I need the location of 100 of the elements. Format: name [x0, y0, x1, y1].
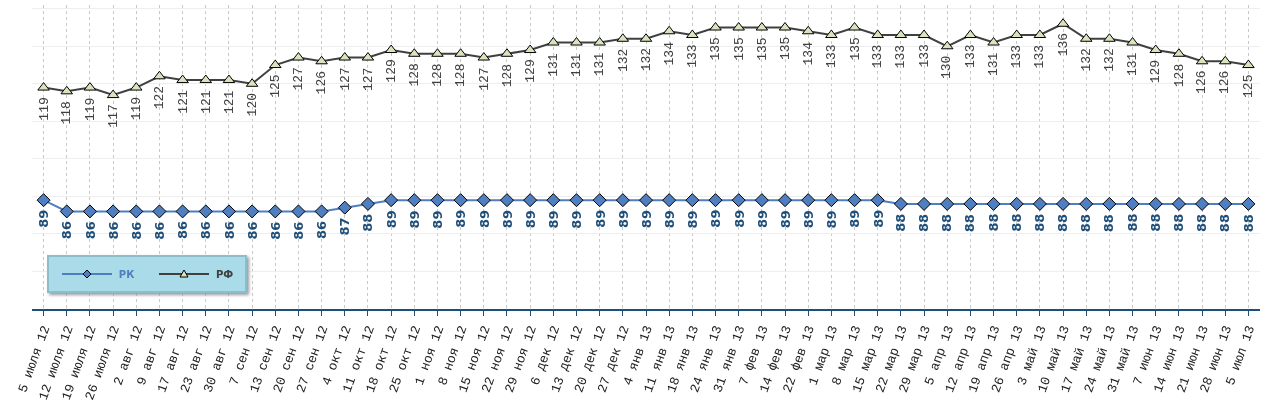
- data-label: 120: [244, 93, 260, 117]
- point: [198, 204, 213, 219]
- point: [36, 193, 51, 208]
- point: [708, 193, 723, 208]
- point: [917, 196, 932, 211]
- data-label: 128: [407, 63, 423, 87]
- point: [476, 193, 491, 208]
- data-label: 86: [59, 221, 75, 240]
- data-label: 132: [1078, 48, 1094, 72]
- data-label: 89: [569, 210, 585, 229]
- legend-label: РФ: [215, 268, 234, 280]
- point: [1171, 196, 1186, 211]
- data-label: 89: [754, 209, 770, 229]
- data-label: 89: [662, 210, 678, 229]
- data-label: 86: [267, 221, 283, 240]
- data-label: 88: [892, 213, 908, 232]
- data-label: 131: [545, 53, 561, 77]
- point: [662, 193, 677, 208]
- data-label: 88: [1147, 213, 1163, 232]
- point: [1125, 196, 1140, 211]
- data-label: 89: [870, 209, 886, 228]
- point: [59, 204, 74, 219]
- data-label: 86: [82, 221, 98, 240]
- point: [1102, 196, 1117, 211]
- data-label: 127: [291, 67, 307, 91]
- data-label: 89: [638, 210, 654, 229]
- point: [221, 204, 236, 219]
- data-label: 88: [939, 214, 955, 233]
- data-label: 88: [916, 213, 932, 232]
- data-label: 129: [522, 59, 538, 83]
- point: [847, 193, 862, 208]
- point: [1195, 196, 1210, 211]
- data-label: 131: [592, 52, 608, 77]
- data-label: 126: [1217, 70, 1233, 95]
- data-label: 86: [221, 221, 237, 240]
- data-label: 89: [407, 210, 423, 229]
- data-label: 130: [939, 55, 955, 79]
- point: [499, 193, 514, 208]
- point: [314, 204, 329, 219]
- data-label: 127: [476, 67, 492, 91]
- data-label: 88: [1078, 214, 1094, 233]
- data-label: 127: [360, 67, 376, 91]
- point: [1218, 196, 1233, 211]
- data-label: 89: [453, 209, 469, 228]
- data-label: 88: [360, 213, 376, 232]
- data-label: 88: [1008, 213, 1024, 232]
- data-label: 86: [105, 221, 121, 240]
- point: [360, 196, 375, 211]
- data-label: 89: [731, 209, 747, 228]
- point: [963, 196, 978, 211]
- data-label: 87: [337, 217, 353, 236]
- point: [1032, 196, 1047, 211]
- point: [1009, 196, 1024, 211]
- data-label: 133: [1009, 44, 1025, 69]
- point: [268, 204, 283, 219]
- data-label: 121: [175, 90, 191, 114]
- point: [546, 193, 561, 208]
- data-label: 126: [313, 71, 329, 95]
- point: [106, 204, 121, 219]
- data-label: 128: [499, 63, 515, 88]
- point: [1056, 196, 1071, 211]
- point: [986, 196, 1001, 211]
- point: [615, 193, 630, 208]
- data-label: 89: [383, 210, 399, 229]
- data-label: 134: [800, 41, 816, 66]
- data-label: 118: [58, 101, 74, 125]
- data-label: 89: [615, 209, 631, 228]
- data-label: 88: [1055, 213, 1071, 232]
- data-label: 88: [1217, 214, 1233, 233]
- data-label: 89: [777, 210, 793, 229]
- data-label: 89: [546, 210, 562, 229]
- data-label: 119: [82, 97, 98, 121]
- data-label: 86: [152, 221, 168, 240]
- data-label: 86: [128, 221, 144, 240]
- data-label: 89: [476, 209, 492, 228]
- data-label: 88: [962, 214, 978, 233]
- data-label: 121: [198, 90, 214, 114]
- point: [731, 193, 746, 208]
- data-label: 86: [198, 221, 214, 240]
- data-label: 125: [267, 74, 283, 98]
- data-label: 89: [592, 209, 608, 228]
- point: [453, 193, 468, 208]
- point: [754, 193, 769, 208]
- data-label: 88: [1171, 213, 1186, 232]
- point: [801, 193, 816, 208]
- point: [685, 193, 700, 208]
- data-label: 133: [916, 44, 932, 68]
- data-label: 88: [1124, 213, 1140, 232]
- point: [407, 193, 422, 208]
- point: [245, 204, 260, 219]
- data-label: 125: [1240, 74, 1256, 98]
- point: [1148, 196, 1163, 211]
- point: [430, 193, 445, 208]
- data-label: 128: [1171, 63, 1187, 88]
- data-label: 133: [684, 44, 700, 68]
- point: [639, 193, 653, 208]
- data-label: 127: [337, 67, 353, 91]
- data-label: 86: [291, 221, 307, 240]
- point: [152, 204, 167, 219]
- data-label: 129: [1148, 59, 1164, 84]
